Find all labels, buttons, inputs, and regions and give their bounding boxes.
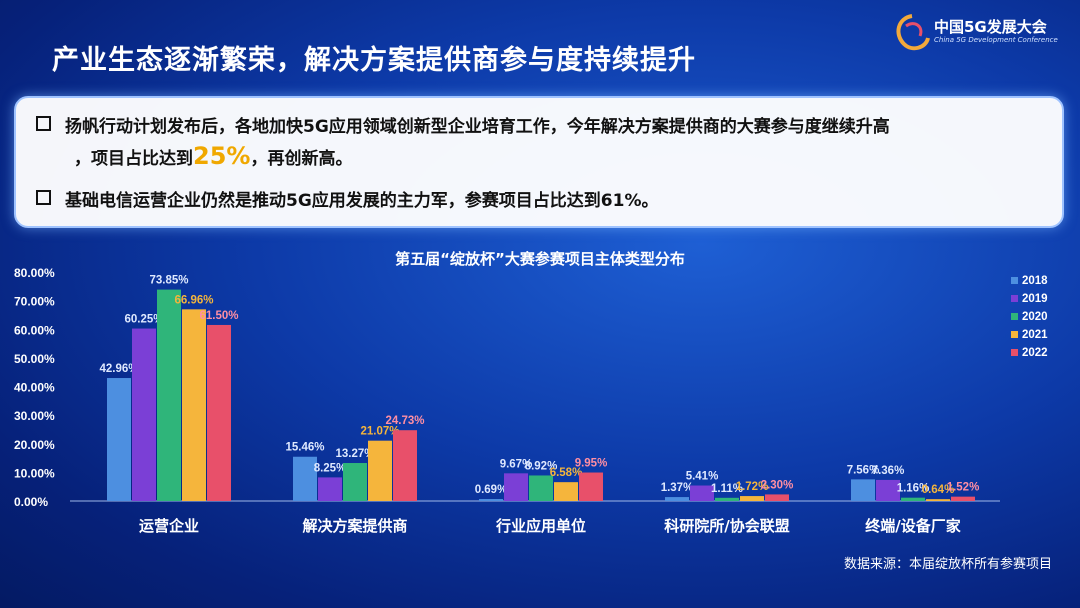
bullet-1-text: 扬帆行动计划发布后，各地加快5G应用领域创新型企业培育工作，今年解决方案提供商的… [65,117,890,137]
data-label: 21.07% [360,426,399,438]
conference-logo: 中国5G发展大会 China 5G Development Conference [892,12,1062,56]
bar-2020 [715,497,739,501]
data-label: 7.56% [847,464,880,476]
bar-2021 [182,309,206,501]
y-tick-label: 10.00% [14,466,55,480]
legend-swatch [1011,349,1018,356]
data-label: 13.27% [335,448,374,460]
bar-2020 [529,475,553,501]
legend-swatch [1011,331,1018,338]
bar-2021 [368,440,392,501]
data-label: 6.58% [550,467,583,479]
bullet-1-line-1: 扬帆行动计划发布后，各地加快5G应用领域创新型企业培育工作，今年解决方案提供商的… [36,112,890,137]
data-label: 8.25% [314,462,347,474]
bar-2018 [665,497,689,501]
y-tick-label: 40.00% [14,381,55,395]
bar-2019 [132,328,156,501]
data-label: 1.11% [711,483,743,495]
bullet-2-text: 基础电信运营企业仍然是推动5G应用发展的主力军，参赛项目占比达到61%。 [65,191,659,211]
bar-2018 [479,499,503,501]
bullet-2: 基础电信运营企业仍然是推动5G应用发展的主力军，参赛项目占比达到61%。 [36,186,658,211]
x-category-label: 运营企业 [139,517,199,535]
bar-2022 [207,324,231,501]
data-label: 5.41% [686,471,719,483]
data-label: 61.50% [199,310,238,322]
bar-2021 [554,482,578,501]
bullet-1-text-pre: ，项目占比达到 [74,149,193,169]
data-label: 66.96% [174,294,213,306]
y-tick-label: 20.00% [14,438,55,452]
bar-2020 [901,497,925,501]
data-label: 73.85% [149,275,188,287]
legend-label: 2019 [1022,293,1048,305]
legend-label: 2021 [1022,329,1048,341]
chart-title: 第五届“绽放杯”大赛参赛项目主体类型分布 [395,250,685,268]
data-label: 42.96% [99,363,138,375]
y-tick-label: 0.00% [14,495,48,509]
x-category-label: 终端/设备厂家 [865,517,960,535]
bar-2022 [765,494,789,501]
data-label: 7.36% [872,465,905,477]
y-tick-label: 30.00% [14,409,55,423]
data-label: 1.72% [736,481,769,493]
checkbox-square-icon [36,116,51,131]
logo-subtitle: China 5G Development Conference [934,36,1058,44]
bar-2019 [876,479,900,501]
data-label: 0.69% [475,484,508,496]
data-label: 8.92% [525,460,558,472]
bar-2020 [343,463,367,501]
bar-2020 [157,289,181,501]
bullet-1-line-2: ，项目占比达到25%，再创新高。 [74,142,352,170]
x-category-label: 行业应用单位 [495,517,586,535]
y-tick-label: 50.00% [14,352,55,366]
legend-label: 2022 [1022,347,1048,359]
legend-label: 2018 [1022,275,1048,287]
data-label: 2.30% [761,479,794,491]
bar-2018 [851,479,875,501]
legend-label: 2020 [1022,311,1048,323]
bar-2022 [951,496,975,501]
y-tick-label: 80.00% [14,266,55,280]
x-category-label: 解决方案提供商 [302,517,407,535]
data-label: 0.64% [922,484,955,496]
highlight-percentage: 25% [193,142,251,170]
bar-2018 [107,378,131,501]
info-box: 扬帆行动计划发布后，各地加快5G应用领域创新型企业培育工作，今年解决方案提供商的… [14,96,1064,228]
data-label: 9.95% [575,458,608,470]
data-label: 1.37% [661,482,694,494]
data-label: 1.52% [947,482,980,494]
y-tick-label: 60.00% [14,323,55,337]
y-tick-label: 70.00% [14,295,55,309]
page-title: 产业生态逐渐繁荣，解决方案提供商参与度持续提升 [52,45,696,76]
swirl-logo-icon [896,14,930,51]
checkbox-square-icon [36,190,51,205]
bar-2019 [690,485,714,501]
legend-swatch [1011,313,1018,320]
bar-2019 [318,477,342,501]
legend-swatch [1011,277,1018,284]
legend-swatch [1011,295,1018,302]
bar-2021 [926,499,950,501]
bar-2018 [293,456,317,501]
bar-2019 [504,473,528,501]
bullet-1-text-post: ，再创新高。 [250,149,353,169]
bar-2021 [740,496,764,501]
data-label: 15.46% [285,442,324,454]
logo-title: 中国5G发展大会 [934,18,1047,36]
x-category-label: 科研院所/协会联盟 [664,517,789,535]
bar-2022 [579,472,603,501]
data-label: 24.73% [385,415,424,427]
data-label: 9.67% [500,458,533,470]
data-label: 60.25% [124,314,163,326]
bar-2022 [393,430,417,501]
data-source-note: 数据来源：本届绽放杯所有参赛项目 [843,557,1052,572]
data-label: 1.16% [897,483,930,495]
